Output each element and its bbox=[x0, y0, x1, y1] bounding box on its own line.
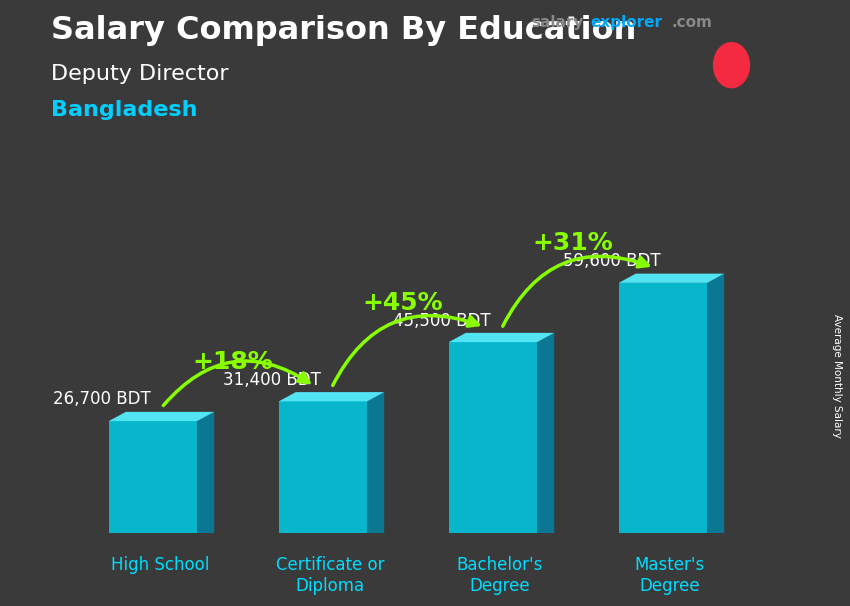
Text: 31,400 BDT: 31,400 BDT bbox=[223, 371, 321, 388]
Text: +18%: +18% bbox=[192, 350, 273, 374]
Text: Bachelor's
Degree: Bachelor's Degree bbox=[456, 556, 543, 595]
Text: Deputy Director: Deputy Director bbox=[51, 64, 229, 84]
Text: Average Monthly Salary: Average Monthly Salary bbox=[832, 314, 842, 438]
Text: Master's
Degree: Master's Degree bbox=[635, 556, 705, 595]
Polygon shape bbox=[279, 401, 367, 533]
Text: +31%: +31% bbox=[532, 231, 613, 255]
Text: salary: salary bbox=[531, 15, 584, 30]
Text: 59,600 BDT: 59,600 BDT bbox=[564, 252, 660, 270]
Text: explorer: explorer bbox=[591, 15, 663, 30]
Text: Bangladesh: Bangladesh bbox=[51, 100, 197, 120]
Polygon shape bbox=[619, 274, 724, 283]
Text: +45%: +45% bbox=[363, 291, 443, 315]
Polygon shape bbox=[449, 333, 554, 342]
Circle shape bbox=[713, 42, 750, 88]
Polygon shape bbox=[109, 412, 214, 421]
Text: High School: High School bbox=[110, 556, 209, 574]
Text: .com: .com bbox=[672, 15, 712, 30]
Text: 26,700 BDT: 26,700 BDT bbox=[53, 390, 151, 408]
Polygon shape bbox=[707, 274, 724, 533]
Polygon shape bbox=[197, 412, 214, 533]
Polygon shape bbox=[449, 342, 537, 533]
Text: Certificate or
Diploma: Certificate or Diploma bbox=[275, 556, 384, 595]
Text: 45,500 BDT: 45,500 BDT bbox=[394, 311, 490, 330]
Polygon shape bbox=[279, 392, 384, 401]
Polygon shape bbox=[619, 283, 707, 533]
Text: Salary Comparison By Education: Salary Comparison By Education bbox=[51, 15, 637, 46]
Polygon shape bbox=[109, 421, 197, 533]
Polygon shape bbox=[367, 392, 384, 533]
Polygon shape bbox=[537, 333, 554, 533]
